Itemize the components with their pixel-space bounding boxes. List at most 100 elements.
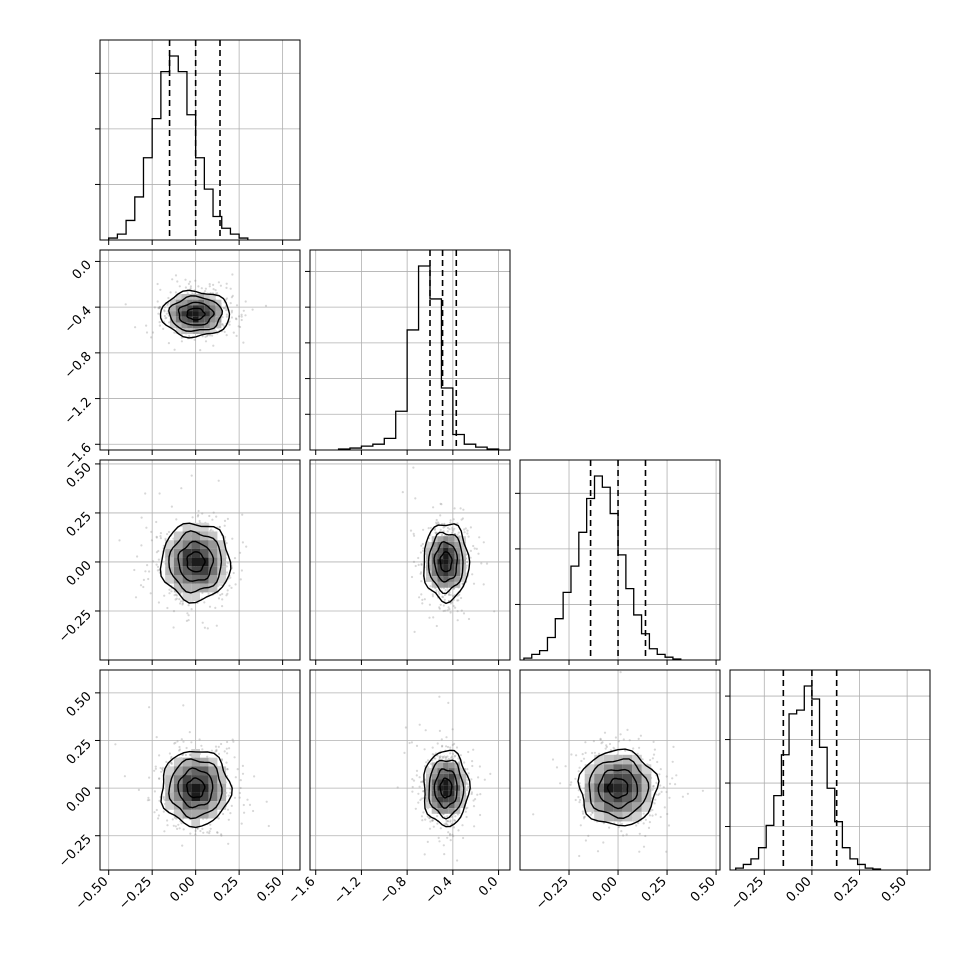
scatter-point (447, 831, 450, 834)
scatter-point (221, 605, 224, 608)
scatter-point (157, 814, 160, 817)
density-cell (603, 773, 614, 784)
scatter-point (267, 824, 270, 828)
scatter-point (225, 307, 228, 310)
scatter-point (164, 317, 167, 320)
scatter-point (214, 745, 218, 748)
scatter-point (421, 819, 424, 822)
scatter-point (264, 304, 268, 307)
scatter-point (660, 790, 663, 794)
density-cell (198, 316, 205, 323)
density-cell (208, 540, 218, 549)
scatter-point (197, 509, 200, 513)
contour-line (433, 540, 459, 583)
density-cell (603, 792, 614, 803)
scatter-point (174, 825, 177, 828)
scatter-point (638, 746, 641, 749)
scatter-point (686, 792, 690, 795)
x-tick-label: 0.50 (254, 874, 285, 905)
scatter-point (228, 584, 231, 587)
density-cell (431, 576, 438, 582)
scatter-point (449, 519, 452, 522)
scatter-point (217, 597, 221, 600)
scatter-point (608, 826, 611, 829)
scatter-point (622, 834, 625, 837)
scatter-point (239, 779, 242, 782)
scatter-point (181, 844, 184, 847)
scatter-point (445, 819, 448, 823)
scatter-point (165, 312, 168, 315)
scatter-point (238, 796, 241, 799)
scatter-point (411, 790, 414, 793)
scatter-point (443, 823, 446, 826)
density-cell (426, 779, 432, 786)
scatter-point (574, 777, 577, 780)
panel-2-0: 0.500.250.00−0.25 (56, 459, 301, 665)
scatter-point (226, 589, 229, 592)
density-cell (181, 311, 188, 317)
panel-frame (309, 459, 511, 661)
scatter-point (173, 594, 176, 597)
scatter-point (225, 282, 228, 285)
density-cell (622, 773, 633, 784)
scatter-point (212, 288, 215, 291)
density-cell (192, 294, 199, 300)
scatter-point (651, 814, 654, 817)
scatter-point (422, 811, 425, 814)
scatter-point (235, 318, 238, 321)
scatter-point (422, 790, 425, 793)
scatter-point (583, 816, 586, 819)
density-cell (175, 294, 182, 300)
scatter-point (227, 794, 230, 797)
scatter-point (162, 327, 165, 330)
scatter-point (436, 742, 439, 745)
scatter-point (188, 753, 191, 757)
scatter-point (446, 526, 449, 530)
scatter-point (448, 608, 451, 611)
scatter-point (644, 818, 648, 821)
scatter-point (638, 850, 641, 853)
scatter-point (217, 479, 220, 482)
scatter-point (178, 827, 181, 830)
scatter-point (637, 822, 640, 825)
scatter-point (404, 726, 407, 729)
y-tick-label: 0.00 (64, 558, 95, 589)
scatter-point (656, 760, 659, 764)
scatter-point (456, 610, 459, 613)
density-cell (209, 294, 216, 300)
density-cell (191, 809, 200, 819)
scatter-point (635, 824, 638, 827)
density-cell (200, 566, 209, 575)
scatter-point (221, 323, 224, 326)
scatter-point (410, 741, 413, 744)
density-cell (443, 762, 449, 769)
scatter-point (157, 601, 160, 604)
scatter-point (417, 556, 420, 560)
density-cell (217, 548, 227, 558)
scatter-point (421, 780, 424, 783)
scatter-point (220, 758, 224, 761)
scatter-point (182, 704, 185, 707)
scatter-point (654, 798, 657, 801)
scatter-point (452, 835, 455, 838)
scatter-point (168, 321, 171, 324)
scatter-point (161, 769, 164, 772)
scatter-point (440, 738, 443, 741)
scatter-point (151, 331, 155, 334)
density-cell (454, 779, 461, 786)
density-cell (431, 542, 438, 548)
scatter-point (225, 761, 228, 764)
scatter-point (435, 518, 438, 522)
scatter-point (234, 317, 238, 320)
scatter-point (411, 778, 414, 781)
scatter-point (220, 742, 223, 746)
scatter-point (434, 531, 437, 534)
scatter-point (466, 532, 469, 535)
scatter-point (431, 819, 434, 822)
scatter-point (447, 701, 450, 705)
scatter-point (582, 757, 586, 760)
scatter-point (209, 529, 212, 532)
density-cell (165, 575, 174, 584)
scatter-point (178, 745, 181, 749)
density-cell (204, 322, 210, 329)
